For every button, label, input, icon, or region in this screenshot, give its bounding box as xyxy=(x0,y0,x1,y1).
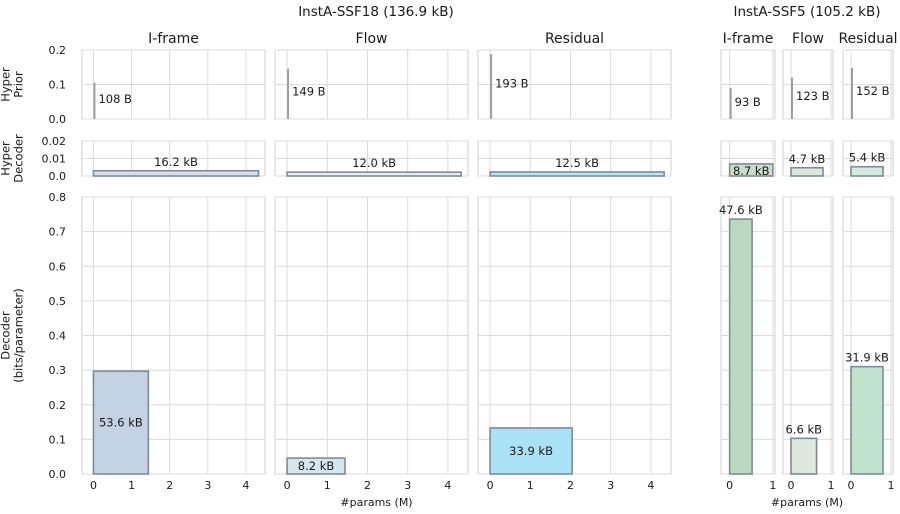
data-label: 93 B xyxy=(735,95,761,109)
y-tick-label: 0.4 xyxy=(49,330,67,343)
x-tick-label: 4 xyxy=(647,479,654,492)
data-label: 8.2 kB xyxy=(298,459,335,473)
y-tick-label: 0.5 xyxy=(49,295,67,308)
column-title: Flow xyxy=(356,31,388,47)
y-tick-label: 0.8 xyxy=(49,191,67,204)
x-axis-label: #params (M) xyxy=(340,496,412,509)
bar xyxy=(790,437,818,475)
bar xyxy=(286,171,462,177)
x-tick-label: 4 xyxy=(242,479,249,492)
group-title: InstA-SSF5 (105.2 kB) xyxy=(733,4,880,20)
x-tick-label: 3 xyxy=(607,479,614,492)
group-title: InstA-SSF18 (136.9 kB) xyxy=(298,4,454,20)
data-label: 4.7 kB xyxy=(789,152,826,166)
y-tick-label: 0.3 xyxy=(49,364,67,377)
x-tick-label: 0 xyxy=(726,479,733,492)
x-tick-label: 1 xyxy=(527,479,534,492)
bar xyxy=(489,171,665,177)
bar xyxy=(92,169,260,177)
bar xyxy=(850,365,884,475)
data-label: 8.7 kB xyxy=(733,164,770,178)
x-tick-label: 2 xyxy=(166,479,173,492)
x-tick-label: 1 xyxy=(324,479,331,492)
bar xyxy=(92,370,150,475)
data-label: 16.2 kB xyxy=(154,155,198,169)
column-title: I-frame xyxy=(723,31,774,47)
y-tick-label: 0.1 xyxy=(49,433,67,446)
x-tick-label: 0 xyxy=(284,479,291,492)
x-tick-label: 1 xyxy=(769,479,776,492)
data-label: 152 B xyxy=(856,84,890,98)
x-axis-label: #params (M) xyxy=(771,496,843,509)
x-tick-label: 1 xyxy=(128,479,135,492)
x-tick-label: 4 xyxy=(444,479,451,492)
data-label: 33.9 kB xyxy=(509,444,553,458)
x-tick-label: 0 xyxy=(487,479,494,492)
y-tick-label: 0.2 xyxy=(49,399,67,412)
y-tick-label: 0.02 xyxy=(42,135,67,148)
data-label: 12.0 kB xyxy=(352,156,396,170)
y-tick-label: 0.0 xyxy=(49,468,67,481)
data-label: 108 B xyxy=(98,92,132,106)
column-title: Residual xyxy=(545,31,604,47)
y-tick-label: 0.6 xyxy=(49,260,67,273)
y-axis-label: Hyper xyxy=(0,67,13,102)
data-label: 5.4 kB xyxy=(849,151,886,165)
column-title: Flow xyxy=(792,31,824,47)
column-title: I-frame xyxy=(148,31,199,47)
data-label: 31.9 kB xyxy=(845,351,889,365)
y-tick-label: 0.0 xyxy=(49,170,67,183)
y-axis-label: (bits/parameter) xyxy=(12,288,26,383)
x-tick-label: 2 xyxy=(364,479,371,492)
x-tick-label: 1 xyxy=(888,479,895,492)
x-tick-label: 0 xyxy=(788,479,795,492)
y-axis-label: Prior xyxy=(12,71,26,98)
y-tick-label: 0.01 xyxy=(42,153,67,166)
data-label: 53.6 kB xyxy=(99,416,143,430)
y-axis-label: Hyper xyxy=(0,141,13,176)
data-label: 123 B xyxy=(796,89,830,103)
x-tick-label: 3 xyxy=(404,479,411,492)
bar xyxy=(728,218,753,475)
data-label: 6.6 kB xyxy=(786,422,823,436)
x-tick-label: 3 xyxy=(204,479,211,492)
x-tick-label: 0 xyxy=(90,479,97,492)
data-label: 193 B xyxy=(495,76,529,90)
x-tick-label: 0 xyxy=(848,479,855,492)
bar xyxy=(850,165,884,177)
y-tick-label: 0.1 xyxy=(49,79,67,92)
y-axis-label: Decoder xyxy=(0,311,13,360)
data-label: 149 B xyxy=(292,84,326,98)
y-tick-label: 0.2 xyxy=(49,44,67,57)
bar xyxy=(489,427,573,475)
x-tick-label: 1 xyxy=(828,479,835,492)
y-tick-label: 0.7 xyxy=(49,226,67,239)
y-axis-label: Decoder xyxy=(12,134,26,183)
data-label: 12.5 kB xyxy=(555,156,599,170)
y-tick-label: 0.0 xyxy=(49,113,67,126)
x-tick-label: 2 xyxy=(567,479,574,492)
bar xyxy=(790,166,824,177)
data-label: 47.6 kB xyxy=(719,203,763,217)
bar xyxy=(286,457,346,475)
column-title: Residual xyxy=(838,31,897,47)
bar xyxy=(728,163,774,177)
